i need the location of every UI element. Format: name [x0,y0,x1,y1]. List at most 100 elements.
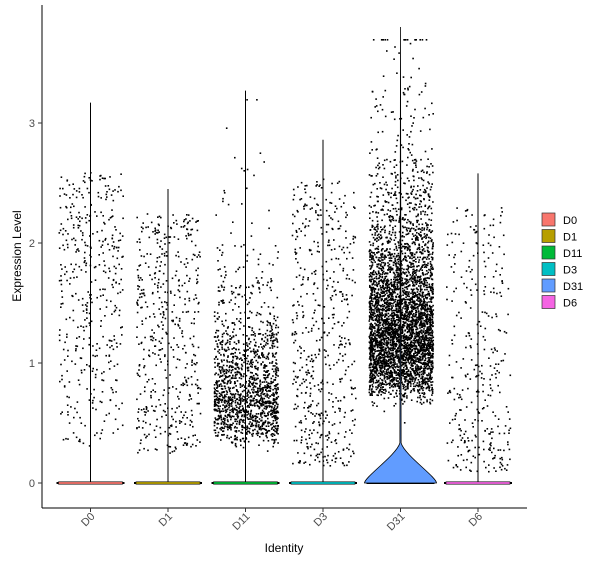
point [316,184,318,186]
point [146,435,148,437]
point [419,396,421,399]
point [159,426,162,429]
point [230,416,233,419]
point [61,290,63,292]
point [410,344,413,346]
point [67,438,69,440]
point [376,188,378,190]
point [394,286,396,288]
point [431,399,434,402]
point [392,379,395,382]
point [426,256,429,258]
point [255,382,257,385]
point [295,312,298,314]
point [371,149,373,151]
point [225,319,227,322]
point [104,239,106,241]
point [269,390,271,392]
point [391,285,393,287]
point [227,396,230,398]
point [421,296,423,298]
point [244,410,246,412]
point [216,410,218,412]
point [317,384,320,386]
point [252,432,254,435]
point [329,297,332,299]
point [348,278,351,280]
point [379,265,382,267]
point [274,365,276,367]
point [137,299,139,302]
point [86,305,88,308]
point [246,187,248,190]
point [427,181,429,183]
point [419,338,421,340]
point [249,392,251,394]
point [330,393,333,395]
point [157,223,160,226]
point [177,280,180,282]
point [259,384,261,387]
point [408,149,410,151]
point [404,351,406,353]
point [414,229,417,232]
point [386,372,388,374]
point [247,405,249,407]
point [188,399,190,401]
point [275,369,277,371]
point [250,403,252,406]
point [310,354,313,357]
point [231,348,234,350]
point [265,386,267,389]
point [369,372,372,375]
point [245,411,248,413]
point [274,368,277,370]
point [421,380,423,383]
point [223,359,225,361]
point [425,270,428,272]
point [374,307,376,309]
point [186,222,189,225]
point [373,374,376,377]
point [273,410,275,413]
point [309,382,311,384]
point [402,294,404,296]
point [327,244,329,247]
point [370,371,373,374]
point [261,354,263,356]
point [422,379,424,382]
point [260,392,262,395]
point [245,438,248,440]
point [403,386,405,389]
point [349,243,352,245]
point [407,87,409,90]
point [392,264,395,266]
point [238,403,241,406]
point [318,350,321,352]
point [410,266,413,268]
point [415,280,417,283]
point [153,429,156,432]
point [238,368,240,370]
point [225,423,227,426]
point [194,383,197,386]
point [270,414,272,416]
point [430,272,433,275]
point [320,226,323,229]
point [292,383,294,385]
point [250,410,252,413]
point [257,405,260,408]
point [303,268,306,271]
point [384,316,386,318]
point [291,319,294,321]
point [246,428,248,431]
point [261,416,263,419]
point [164,291,166,293]
point [292,198,295,201]
point [187,377,190,380]
point [388,384,391,386]
point [116,346,118,348]
point [427,307,429,309]
point [154,277,156,279]
